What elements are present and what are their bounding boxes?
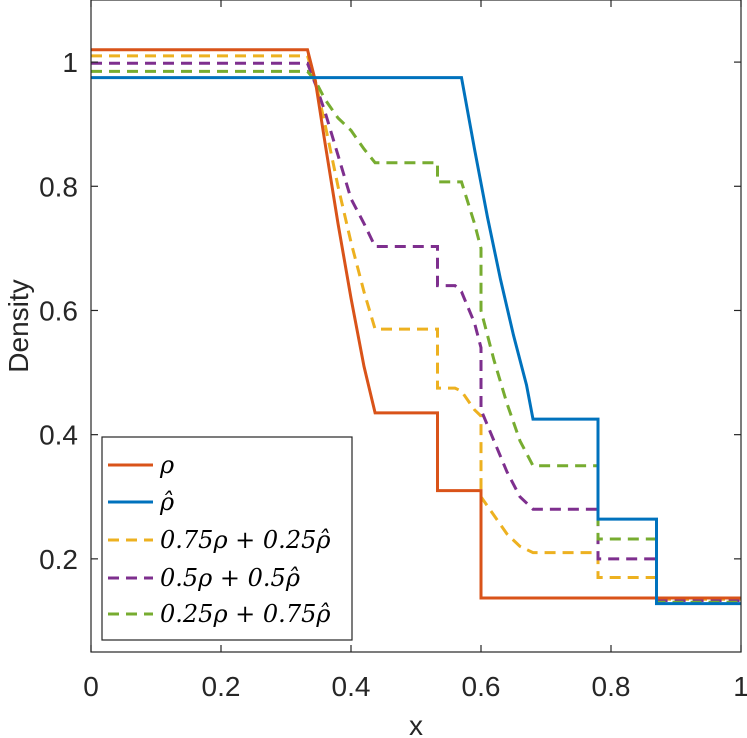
legend-label-5: 0.25ρ + 0.75ρ̂ [160, 600, 330, 628]
legend: ρ ρ̂ 0.75ρ + 0.25ρ̂ 0.5ρ + 0.5ρ̂ 0.25ρ + 0.7… [101, 436, 353, 641]
x-tick-label: 0.2 [202, 671, 241, 702]
legend-box [101, 436, 353, 641]
y-tick-label: 0.6 [39, 295, 78, 326]
series-line-2 [91, 76, 741, 606]
tick-layer: 0 0.2 0.4 0.6 0.8 1 0.2 0.4 0.6 0.8 1 [39, 0, 747, 702]
y-tick-label: 0.8 [39, 171, 78, 202]
legend-label-1: ρ [159, 451, 174, 479]
x-tick-label: 1 [733, 671, 747, 702]
legend-label-2: ρ̂ [159, 488, 174, 516]
x-tick-label: 0.4 [332, 671, 371, 702]
y-tick-label: 0.2 [39, 544, 78, 575]
x-axis-label: x [409, 710, 423, 738]
legend-label-4: 0.5ρ + 0.5ρ̂ [160, 564, 300, 592]
axes-box [90, 0, 742, 653]
y-tick-label: 1 [62, 47, 78, 78]
legend-label-3: 0.75ρ + 0.25ρ̂ [160, 526, 330, 554]
x-tick-label: 0.6 [462, 671, 501, 702]
y-axis-label: Density [3, 279, 34, 372]
x-tick-label: 0 [83, 671, 99, 702]
series-line-1 [91, 48, 741, 600]
series-layer [91, 48, 741, 606]
y-tick-label: 0.4 [39, 420, 78, 451]
x-tick-label: 0.8 [592, 671, 631, 702]
